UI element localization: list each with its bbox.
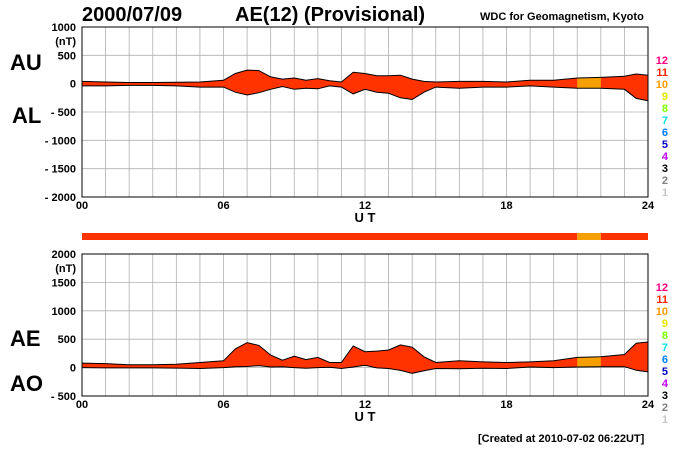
upper-xlabel: U T (355, 210, 376, 225)
lower-plot-frame (81, 253, 649, 397)
lower-xtick-label: 24 (642, 399, 655, 411)
upper-ytick-label: 1000 (52, 22, 76, 34)
upper-station-legend-item: 10 (656, 79, 668, 91)
upper-plot-frame (81, 26, 649, 198)
lower-station-legend-item: 7 (662, 342, 668, 354)
lower-station-legend-item: 3 (662, 390, 668, 402)
lower-station-legend-item: 2 (662, 402, 668, 414)
upper-ytick-label: - 1500 (45, 164, 76, 176)
ao-label: AO (10, 371, 43, 396)
upper-band-area (82, 70, 648, 101)
upper-station-legend-item: 4 (662, 151, 669, 163)
lower-station-legend-item: 6 (662, 354, 668, 366)
lower-ytick-label: - 500 (51, 391, 76, 403)
station-count-bar-segment (600, 233, 648, 240)
credit-text: WDC for Geomagnetism, Kyoto (480, 11, 644, 23)
lower-station-legend-item: 5 (662, 366, 668, 378)
lower-series-ao-line (81, 364, 649, 374)
upper-ytick-label: 0 (70, 79, 76, 91)
upper-station-legend-item: 6 (662, 127, 668, 139)
upper-station-legend-item: 3 (662, 163, 668, 175)
lower-station-legend-item: 8 (662, 330, 668, 342)
al-label: AL (12, 103, 42, 128)
lower-ytick-label: 0 (70, 363, 76, 375)
upper-band-orange-segment (577, 77, 601, 89)
lower-ytick-label: 2000 (52, 249, 76, 261)
upper-xtick-label: 12 (359, 200, 371, 212)
upper-station-legend-item: 1 (662, 187, 668, 199)
lower-xlabel: U T (355, 409, 376, 424)
lower-xtick-label: 12 (359, 399, 371, 411)
lower-station-legend-item: 10 (656, 306, 668, 318)
upper-ytick-label: - 500 (51, 107, 76, 119)
upper-station-legend-item: 11 (656, 67, 668, 79)
created-timestamp: [Created at 2010-07-02 06:22UT] (478, 433, 645, 445)
lower-station-legend-item: 12 (656, 282, 668, 294)
lower-series-ae-line (81, 341, 649, 366)
station-count-bar-segment (577, 233, 601, 240)
chart-date: 2000/07/09 (82, 4, 183, 26)
station-count-bar-segment (82, 233, 578, 240)
chart-title: AE(12) (Provisional) (235, 4, 426, 26)
lower-station-legend-item: 11 (656, 294, 668, 306)
upper-ytick-label: - 1000 (45, 135, 76, 147)
upper-station-legend-item: 9 (662, 91, 668, 103)
upper-series-al-line (82, 84, 649, 102)
upper-ytick-label: 500 (58, 50, 76, 62)
upper-xtick-label: 06 (217, 200, 229, 212)
upper-series-au-line (81, 69, 649, 83)
upper-station-legend-item: 7 (662, 115, 668, 127)
lower-xtick-label: 06 (217, 399, 229, 411)
lower-band-area (82, 342, 648, 374)
upper-station-legend-item: 8 (662, 103, 668, 115)
upper-xtick-label: 18 (500, 200, 512, 212)
au-label: AU (10, 50, 42, 75)
lower-xtick-label: 00 (76, 399, 88, 411)
upper-station-legend-item: 12 (656, 55, 668, 67)
ae-label: AE (10, 326, 41, 351)
upper-ytick-label: - 2000 (45, 192, 76, 204)
upper-xtick-label: 24 (642, 200, 655, 212)
lower-xtick-label: 18 (500, 399, 512, 411)
upper-station-legend-item: 5 (662, 139, 668, 151)
lower-ytick-label: 1500 (52, 277, 76, 289)
lower-ylabel: (nT) (55, 263, 76, 275)
lower-band-orange-segment (577, 356, 601, 368)
upper-ylabel: (nT) (55, 36, 76, 48)
lower-ytick-label: 500 (58, 334, 76, 346)
lower-station-legend-item: 4 (662, 378, 669, 390)
lower-ytick-label: 1000 (52, 306, 76, 318)
upper-station-legend-item: 2 (662, 175, 668, 187)
lower-station-legend-item: 1 (662, 414, 668, 426)
upper-xtick-label: 00 (76, 200, 88, 212)
lower-station-legend-item: 9 (662, 318, 668, 330)
